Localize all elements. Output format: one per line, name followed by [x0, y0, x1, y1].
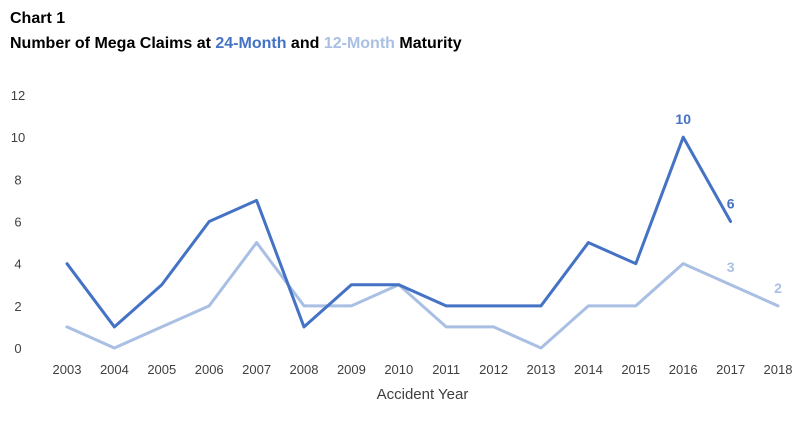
title-suffix: Maturity: [394, 35, 462, 52]
x-tick-label: 2014: [574, 362, 603, 377]
x-axis-title: Accident Year: [377, 386, 469, 403]
chart-heading: Chart 1 Number of Mega Claims at 24-Mont…: [10, 6, 462, 56]
x-tick-label: 2009: [337, 362, 366, 377]
data-label: 3: [727, 259, 735, 275]
x-axis-ticks: 2003 2004 2005 2006 2007 2008 2009 2010 2011 2012…: [53, 362, 793, 377]
x-tick-label: 2010: [384, 362, 413, 377]
chart-title: Number of Mega Claims at 24-Month and 12…: [10, 31, 462, 56]
data-label: 10: [675, 111, 691, 127]
y-tick-label: 4: [14, 257, 21, 272]
chart-label: Chart 1: [10, 10, 66, 27]
y-tick-label: 8: [14, 172, 21, 187]
y-tick-label: 10: [11, 130, 25, 145]
x-tick-label: 2017: [716, 362, 745, 377]
title-mid: and: [286, 35, 324, 52]
series-line-24-month: [65, 135, 733, 329]
series-lines: [65, 135, 780, 350]
title-series-24-month: 24-Month: [215, 35, 287, 52]
y-tick-label: 12: [11, 88, 25, 103]
x-tick-label: 2005: [147, 362, 176, 377]
x-tick-label: 2008: [290, 362, 319, 377]
data-label: 2: [774, 280, 782, 296]
x-tick-label: 2015: [621, 362, 650, 377]
y-tick-label: 0: [14, 341, 21, 356]
series-line-12-month: [65, 241, 780, 350]
y-axis-ticks: 0 2 4 6 8 10 12: [11, 88, 25, 356]
y-tick-label: 2: [14, 299, 21, 314]
title-prefix: Number of Mega Claims at: [10, 35, 216, 52]
x-tick-label: 2007: [242, 362, 271, 377]
data-labels: 3 2 10 6: [675, 111, 782, 296]
x-tick-label: 2006: [195, 362, 224, 377]
x-tick-label: 2018: [764, 362, 793, 377]
x-tick-label: 2004: [100, 362, 129, 377]
y-tick-label: 6: [14, 215, 21, 230]
x-tick-label: 2013: [527, 362, 556, 377]
x-tick-label: 2011: [432, 362, 460, 377]
x-tick-label: 2003: [53, 362, 82, 377]
data-label: 6: [727, 196, 735, 212]
x-tick-label: 2016: [669, 362, 698, 377]
title-series-12-month: 12-Month: [323, 35, 395, 52]
x-tick-label: 2012: [479, 362, 508, 377]
